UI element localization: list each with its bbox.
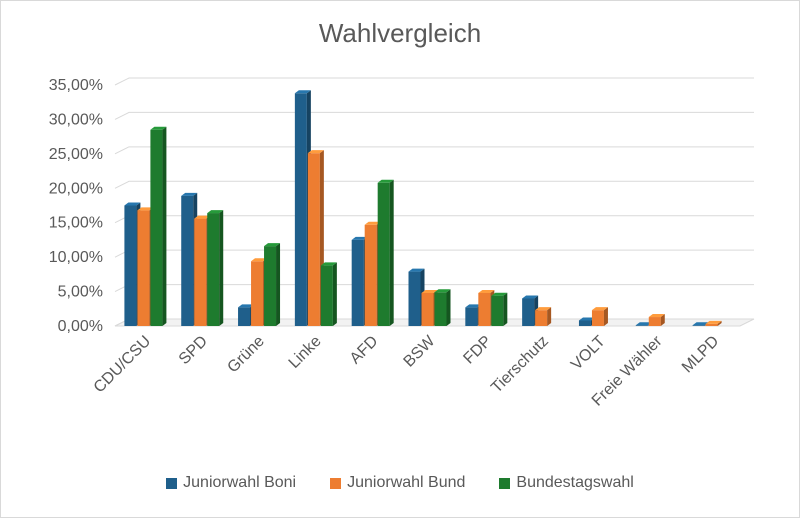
y-tick-label: 25,00% bbox=[49, 146, 103, 163]
legend-label: Juniorwahl Boni bbox=[183, 474, 297, 491]
x-tick-label: CDU/CSU bbox=[91, 333, 155, 397]
x-tick-label: SPD bbox=[176, 333, 211, 368]
bar bbox=[491, 292, 508, 326]
bar bbox=[591, 307, 608, 326]
bar bbox=[264, 243, 281, 326]
gridline bbox=[114, 180, 754, 189]
x-tick-label: Linke bbox=[286, 333, 325, 372]
bar bbox=[207, 210, 224, 326]
y-tick-label: 20,00% bbox=[49, 180, 103, 197]
legend-item: Juniorwahl Bund bbox=[330, 474, 465, 492]
y-tick-label: 0,00% bbox=[58, 318, 103, 335]
x-tick-label: Grüne bbox=[224, 333, 268, 377]
legend-label: Bundestagswahl bbox=[516, 474, 634, 491]
legend-item: Juniorwahl Boni bbox=[166, 474, 296, 492]
gridline bbox=[114, 146, 754, 155]
y-tick-label: 5,00% bbox=[58, 284, 103, 301]
y-tick-label: 15,00% bbox=[49, 215, 103, 232]
x-tick-label: VOLT bbox=[568, 333, 609, 374]
bar bbox=[377, 179, 394, 326]
bar bbox=[648, 314, 665, 326]
bar bbox=[705, 320, 722, 326]
y-tick-label: 10,00% bbox=[49, 249, 103, 266]
legend-label: Juniorwahl Bund bbox=[347, 474, 466, 491]
x-tick-label: MLPD bbox=[679, 333, 722, 376]
bar bbox=[434, 289, 451, 326]
legend-swatch bbox=[330, 477, 342, 489]
legend-swatch bbox=[166, 477, 178, 489]
y-tick-label: 30,00% bbox=[49, 111, 103, 128]
x-tick-label: FDP bbox=[460, 333, 495, 368]
gridline bbox=[114, 111, 754, 120]
y-tick-label: 35,00% bbox=[49, 77, 103, 94]
x-tick-label: BSW bbox=[401, 332, 439, 370]
bar bbox=[535, 307, 552, 326]
legend: Juniorwahl Boni Juniorwahl Bund Bundestags… bbox=[0, 474, 800, 492]
x-tick-label: Tierschutz bbox=[488, 333, 552, 397]
legend-swatch bbox=[499, 477, 511, 489]
x-tick-label: AFD bbox=[347, 333, 382, 368]
chart-title: Wahlvergleich bbox=[318, 18, 482, 48]
legend-item: Bundestagswahl bbox=[499, 474, 634, 492]
bar bbox=[320, 262, 337, 326]
gridline bbox=[114, 77, 754, 86]
bar bbox=[150, 126, 167, 326]
